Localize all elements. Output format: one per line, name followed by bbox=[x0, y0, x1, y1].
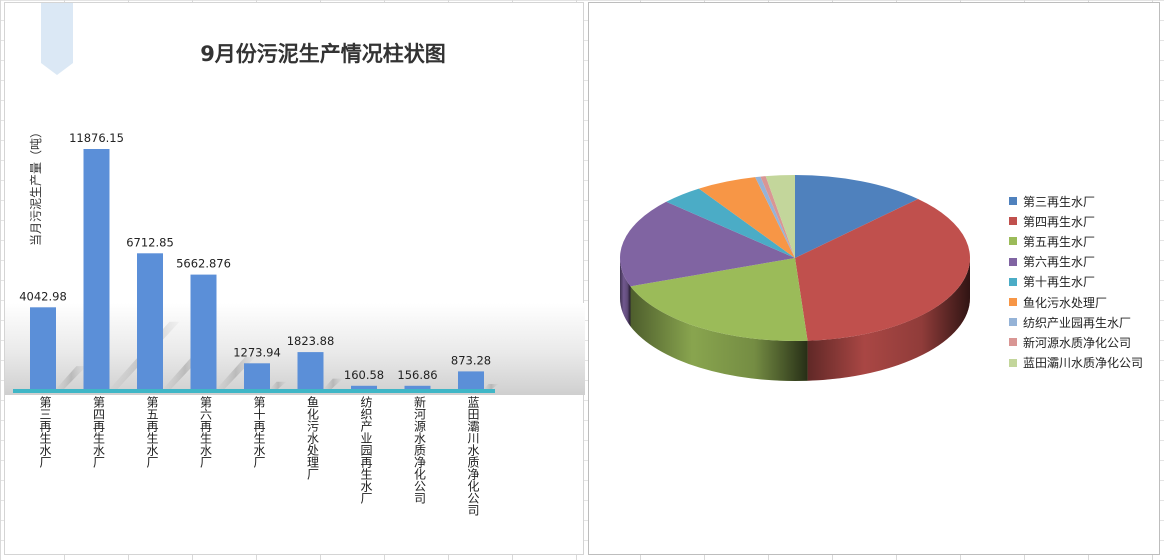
bar-8 bbox=[404, 385, 431, 389]
pie-side-shade bbox=[807, 258, 970, 381]
category-label: 第四再生水厂 bbox=[91, 396, 106, 468]
legend-label: 蓝田灞川水质净化公司 bbox=[1023, 356, 1144, 371]
legend-swatch bbox=[1009, 298, 1017, 307]
data-label: 156.86 bbox=[397, 368, 437, 382]
y-axis-label: 当月污泥生产量（吨） bbox=[29, 126, 43, 246]
bar-shadow bbox=[484, 384, 499, 389]
legend-item: 第三再生水厂 bbox=[1009, 191, 1143, 211]
legend-item: 鱼化污水处理厂 bbox=[1009, 292, 1143, 312]
bar-3 bbox=[137, 253, 163, 389]
bar-9 bbox=[458, 371, 484, 389]
data-label: 5662.876 bbox=[176, 257, 231, 271]
legend-item: 蓝田灞川水质净化公司 bbox=[1009, 353, 1143, 373]
data-label: 4042.98 bbox=[19, 289, 67, 303]
data-label: 6712.85 bbox=[126, 235, 174, 249]
legend-item: 第四再生水厂 bbox=[1009, 211, 1143, 231]
bar-2 bbox=[83, 149, 110, 389]
category-label: 第五再生水厂 bbox=[145, 396, 159, 468]
bar-6 bbox=[297, 352, 324, 389]
bar-shadow bbox=[323, 378, 343, 389]
legend-swatch bbox=[1009, 197, 1017, 206]
x-axis-line bbox=[13, 389, 495, 393]
bar-4 bbox=[190, 274, 217, 389]
category-label: 鱼化污水处理厂 bbox=[305, 396, 320, 480]
category-label: 纺织产业园再生水厂 bbox=[359, 396, 373, 504]
legend-label: 纺织产业园再生水厂 bbox=[1023, 315, 1132, 330]
data-label: 160.58 bbox=[344, 368, 384, 382]
chart-title: 9月份污泥生产情况柱状图 bbox=[200, 42, 446, 66]
bar-shadow bbox=[56, 366, 87, 389]
pie-chart bbox=[620, 175, 970, 382]
pie-slice-5 bbox=[666, 188, 795, 258]
data-label: 1823.88 bbox=[287, 334, 335, 348]
legend-swatch bbox=[1009, 217, 1017, 226]
category-label: 蓝田灞川水质净化公司 bbox=[466, 396, 480, 516]
category-label: 第三再生水厂 bbox=[38, 396, 52, 468]
bar-chart-panel: 9月份污泥生产情况柱状图 当月污泥生产量（吨） 4042.98 11876.15 6… bbox=[4, 2, 585, 555]
pie-legend: 第三再生水厂 第四再生水厂 第五再生水厂 第六再生水厂 第十再生水厂 鱼化污水处理厂纺织产… bbox=[1009, 191, 1143, 373]
category-label: 第十再生水厂 bbox=[252, 396, 266, 468]
legend-swatch bbox=[1009, 358, 1017, 367]
pie-slice-1 bbox=[795, 175, 919, 258]
legend-item: 新河源水质净化公司 bbox=[1009, 332, 1143, 352]
legend-swatch bbox=[1009, 237, 1017, 246]
legend-item: 纺织产业园再生水厂 bbox=[1009, 312, 1143, 332]
legend-swatch bbox=[1009, 318, 1017, 327]
legend-label: 第六再生水厂 bbox=[1023, 255, 1096, 270]
pie-slice-2 bbox=[795, 198, 970, 341]
legend-label: 第十再生水厂 bbox=[1023, 275, 1096, 290]
data-label: 11876.15 bbox=[69, 131, 124, 145]
bookmark-ribbon bbox=[41, 3, 73, 75]
pie-chart-panel: 第三再生水厂 第四再生水厂 第五再生水厂 第六再生水厂 第十再生水厂 鱼化污水处理厂纺织产… bbox=[588, 2, 1160, 555]
pie-slice-7 bbox=[755, 176, 795, 258]
legend-label: 第三再生水厂 bbox=[1023, 194, 1096, 209]
pie-slice-9 bbox=[765, 175, 795, 258]
bar-7 bbox=[351, 385, 377, 389]
bar-shadow bbox=[270, 381, 287, 389]
legend-label: 第四再生水厂 bbox=[1023, 214, 1096, 229]
legend-swatch bbox=[1009, 257, 1017, 266]
legend-label: 第五再生水厂 bbox=[1023, 234, 1096, 249]
bar-chart: 9月份污泥生产情况柱状图 当月污泥生产量（吨） 4042.98 11876.15 6… bbox=[5, 3, 585, 395]
category-label: 第六再生水厂 bbox=[198, 396, 213, 468]
pie-slice-4 bbox=[620, 201, 795, 287]
pie-side-shade bbox=[630, 286, 808, 382]
pie-slice-8 bbox=[760, 176, 795, 258]
legend-item: 第十再生水厂 bbox=[1009, 272, 1143, 292]
legend-label: 新河源水质净化公司 bbox=[1023, 335, 1132, 350]
bar-5 bbox=[244, 363, 270, 389]
legend-item: 第五再生水厂 bbox=[1009, 231, 1143, 251]
data-label: 1273.94 bbox=[233, 345, 281, 359]
pie-side-shade bbox=[620, 258, 631, 327]
pie-slice-3 bbox=[630, 258, 808, 341]
category-label: 新河源水质净化公司 bbox=[412, 396, 427, 504]
legend-swatch bbox=[1009, 338, 1017, 347]
bar-1 bbox=[30, 307, 56, 389]
pie-slice-6 bbox=[698, 177, 795, 258]
legend-label: 鱼化污水处理厂 bbox=[1023, 295, 1108, 310]
legend-swatch bbox=[1009, 277, 1017, 286]
data-label: 873.28 bbox=[451, 353, 491, 367]
legend-item: 第六再生水厂 bbox=[1009, 252, 1143, 272]
